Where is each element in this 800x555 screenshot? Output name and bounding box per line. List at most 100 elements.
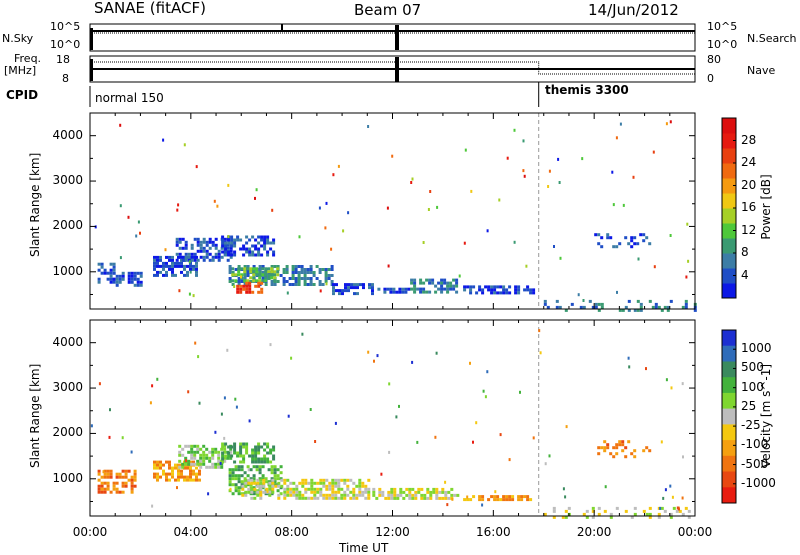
velocity-data-cell [211, 462, 215, 466]
velocity-data-cell [130, 481, 134, 485]
velocity-data-cell [234, 474, 238, 478]
power-data-cell [193, 252, 197, 256]
power-data-cell [255, 270, 259, 274]
power-scatter-point [525, 264, 528, 268]
power-colorbar-swatch [722, 283, 736, 299]
velocity-data-cell [402, 496, 406, 500]
power-data-cell [227, 241, 231, 245]
velocity-data-cell [663, 509, 667, 513]
velocity-data-cell [228, 477, 232, 481]
plot-title: SANAE (fitACF) [94, 0, 206, 17]
nsearch-tick-high: 10^5 [707, 20, 738, 33]
velocity-scatter-point [229, 487, 232, 491]
power-data-cell [392, 290, 396, 294]
power-data-cell [100, 262, 104, 266]
velocity-data-cell [97, 469, 101, 473]
velocity-data-cell [259, 478, 263, 482]
power-scatter-point [506, 156, 509, 160]
power-data-cell [633, 242, 637, 246]
velocity-data-cell [186, 475, 189, 479]
power-data-cell [242, 253, 246, 257]
power-data-cell [288, 283, 292, 286]
velocity-data-cell [633, 455, 637, 459]
power-scatter-point [686, 222, 689, 226]
velocity-data-cell [233, 460, 237, 464]
velocity-data-cell [198, 469, 201, 473]
velocity-data-cell [367, 493, 371, 497]
power-data-cell [318, 283, 322, 286]
power-data-cell [263, 235, 267, 239]
velocity-data-cell [184, 456, 188, 460]
velocity-data-cell [414, 496, 418, 500]
power-data-cell [443, 278, 447, 282]
velocity-scatter-point [121, 436, 124, 440]
nsky-tick-low: 10^0 [50, 38, 81, 51]
power-data-cell [335, 289, 338, 293]
velocity-scatter-point [248, 419, 251, 423]
power-scatter-point [188, 260, 191, 264]
velocity-data-cell [273, 465, 277, 469]
velocity-data-cell [184, 462, 188, 466]
power-data-cell [246, 279, 250, 283]
velocity-data-cell [248, 454, 252, 458]
velocity-data-cell [603, 449, 607, 453]
velocity-data-cell [262, 481, 266, 485]
power-scatter-point [577, 293, 580, 297]
power-data-cell [178, 252, 182, 256]
velocity-data-cell [97, 478, 101, 482]
power-data-cell [472, 285, 476, 289]
velocity-scatter-point [664, 488, 667, 492]
power-data-cell [254, 244, 258, 248]
velocity-colorbar-tick-label: 1000 [741, 341, 772, 356]
power-colorbar-tick-label: 20 [741, 177, 757, 192]
velocity-data-cell [228, 474, 232, 478]
velocity-data-cell [429, 496, 433, 500]
velocity-data-cell [289, 487, 293, 491]
power-data-cell [297, 274, 301, 277]
power-data-cell [177, 264, 180, 268]
velocity-data-cell [364, 490, 368, 494]
power-data-cell [205, 249, 209, 253]
power-data-cell [214, 246, 218, 250]
velocity-data-cell [361, 481, 365, 485]
power-data-cell [230, 241, 234, 245]
velocity-data-cell [438, 496, 442, 500]
velocity-data-cell [325, 493, 329, 497]
velocity-data-cell [337, 484, 341, 488]
power-data-cell [270, 283, 274, 286]
velocity-data-cell [223, 456, 227, 460]
velocity-data-cell [414, 490, 418, 494]
velocity-data-cell [405, 493, 409, 497]
power-data-cell [159, 270, 162, 274]
velocity-data-cell [331, 493, 335, 497]
velocity-data-cell [585, 509, 589, 513]
power-data-cell [184, 258, 188, 262]
velocity-data-cell [313, 490, 317, 494]
power-data-cell [347, 289, 350, 293]
power-data-cell [455, 290, 459, 294]
power-data-cell [449, 281, 453, 285]
velocity-scatter-point [681, 496, 684, 500]
power-data-cell [168, 255, 171, 259]
power-data-cell [112, 277, 116, 281]
velocity-data-cell [420, 496, 424, 500]
velocity-scatter-point [156, 377, 159, 381]
power-data-cell [181, 258, 185, 262]
power-data-cell [282, 280, 286, 283]
velocity-data-cell [190, 456, 194, 460]
power-data-cell [594, 302, 598, 306]
velocity-data-cell [520, 498, 524, 502]
velocity-colorbar-swatch [722, 424, 736, 441]
power-data-cell [153, 264, 156, 268]
power-data-cell [389, 290, 393, 294]
velocity-scatter-point [287, 414, 290, 418]
power-data-cell [231, 279, 235, 283]
power-data-cell [195, 273, 198, 277]
power-data-cell [267, 270, 271, 274]
velocity-data-cell [270, 471, 274, 475]
power-data-cell [249, 276, 253, 280]
power-data-cell [211, 240, 215, 244]
power-colorbar-swatch [722, 253, 736, 269]
power-data-cell [431, 281, 435, 285]
power-data-cell [177, 255, 180, 259]
